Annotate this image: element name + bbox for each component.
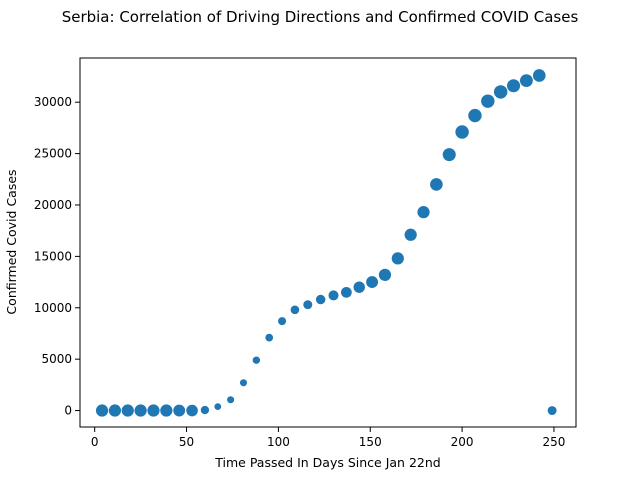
data-point-11	[239, 379, 248, 387]
data-point-16	[303, 300, 313, 310]
y-tick-label: 0	[64, 404, 72, 418]
y-tick-label: 10000	[34, 301, 72, 315]
x-tick-label: 200	[451, 435, 474, 449]
data-point-22	[378, 268, 392, 282]
data-point-4	[147, 404, 160, 417]
data-point-28	[455, 125, 469, 139]
y-axis: 0 5000 10000 15000 20000 25000 30000	[34, 95, 80, 418]
data-point-3	[134, 404, 147, 417]
plot-frame	[79, 57, 577, 428]
data-point-35	[547, 406, 557, 416]
x-tick-label: 150	[359, 435, 382, 449]
data-point-27	[442, 148, 456, 162]
points-layer	[95, 69, 557, 417]
data-point-9	[214, 403, 222, 411]
data-point-23	[391, 252, 404, 265]
data-point-34	[532, 69, 546, 82]
data-point-19	[341, 286, 352, 298]
data-point-14	[278, 317, 287, 326]
data-point-15	[290, 305, 300, 315]
x-axis-label: Time Passed In Days Since Jan 22nd	[214, 455, 440, 470]
data-point-6	[173, 404, 186, 417]
data-point-13	[265, 333, 274, 342]
y-tick-label: 5000	[41, 352, 72, 366]
y-tick-label: 30000	[34, 95, 72, 109]
data-point-30	[481, 94, 495, 108]
data-point-8	[200, 405, 210, 415]
chart-title: Serbia: Correlation of Driving Direction…	[62, 8, 579, 26]
y-tick-label: 25000	[34, 147, 72, 161]
y-tick-label: 15000	[34, 249, 72, 263]
data-point-0	[95, 404, 109, 417]
data-point-5	[160, 404, 173, 417]
x-axis: 0 50 100 150 200 250	[91, 427, 566, 449]
data-point-31	[493, 85, 508, 99]
data-point-12	[252, 356, 261, 364]
data-point-26	[430, 178, 443, 191]
data-point-17	[315, 294, 326, 305]
data-point-1	[108, 404, 122, 417]
data-point-2	[121, 404, 134, 417]
data-point-18	[328, 290, 339, 301]
y-tick-label: 20000	[34, 198, 72, 212]
data-point-32	[507, 79, 521, 93]
x-tick-label: 100	[267, 435, 290, 449]
x-tick-label: 0	[91, 435, 99, 449]
data-point-10	[227, 396, 235, 404]
data-point-33	[519, 74, 533, 88]
x-tick-label: 50	[179, 435, 194, 449]
data-point-21	[366, 276, 379, 288]
data-point-24	[404, 228, 417, 241]
x-tick-label: 250	[543, 435, 566, 449]
data-point-29	[468, 108, 482, 123]
data-point-7	[186, 404, 198, 417]
y-axis-label: Confirmed Covid Cases	[4, 169, 19, 314]
data-point-25	[417, 206, 430, 219]
data-point-20	[353, 281, 365, 293]
